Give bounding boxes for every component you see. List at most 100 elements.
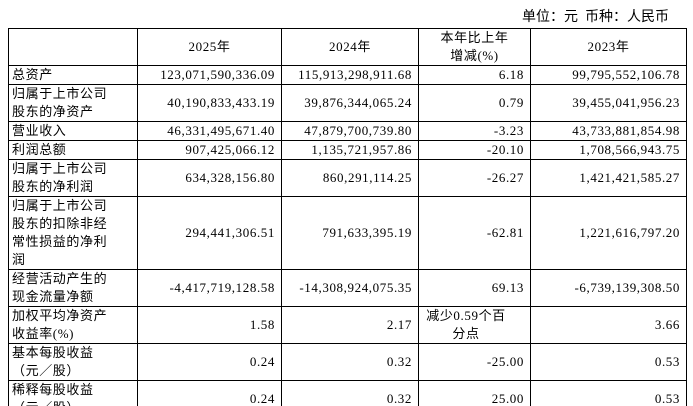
row-label: 经营活动产生的现金流量净额 — [8, 269, 138, 307]
row-label: 基本每股收益（元／股） — [8, 343, 138, 381]
cell-value: 6.18 — [418, 65, 531, 85]
table-row: 归属于上市公司股东的扣除非经常性损益的净利润 294,441,306.51 791,… — [8, 196, 687, 270]
column-header-text: 2024年 — [329, 39, 371, 54]
cell-text: 634,328,156.80 — [185, 170, 275, 185]
cell-value: 0.32 — [281, 380, 419, 406]
cell-value: 2.17 — [281, 306, 419, 344]
cell-value: 0.53 — [530, 343, 687, 381]
row-label-text: 加权平均净资产收益率(%) — [12, 308, 108, 341]
cell-value: 43,733,881,854.98 — [530, 121, 687, 141]
cell-text: 47,879,700,739.80 — [304, 123, 412, 138]
cell-text: 99,795,552,106.78 — [572, 67, 680, 82]
cell-text: 1,421,421,585.27 — [579, 170, 680, 185]
cell-text: -20.10 — [486, 142, 524, 157]
row-label: 稀释每股收益（元／股） — [8, 380, 138, 406]
cell-text: 2.17 — [386, 317, 412, 332]
table-row: 经营活动产生的现金流量净额 -4,417,719,128.58 -14,308,92… — [8, 269, 687, 307]
cell-value: 0.24 — [137, 380, 282, 406]
cell-text: 0.53 — [654, 391, 680, 406]
row-label-text: 归属于上市公司股东的净资产 — [12, 86, 108, 119]
cell-value: -6,739,139,308.50 — [530, 269, 687, 307]
cell-text: 0.24 — [249, 354, 275, 369]
cell-value: -3.23 — [418, 121, 531, 141]
row-label-text: 总资产 — [12, 67, 53, 82]
table-row: 加权平均净资产收益率(%) 1.58 2.17 减少0.59个百分点 3.66 — [8, 306, 687, 344]
unit-note: 单位：元 币种：人民币 — [522, 10, 669, 25]
cell-value: 99,795,552,106.78 — [530, 65, 687, 85]
cell-value: 0.53 — [530, 380, 687, 406]
row-label: 归属于上市公司股东的净利润 — [8, 159, 138, 197]
cell-text: 25.00 — [491, 391, 524, 406]
cell-value: 3.66 — [530, 306, 687, 344]
cell-value: -62.81 — [418, 196, 531, 270]
row-label-text: 稀释每股收益（元／股） — [12, 382, 94, 406]
row-label-text: 归属于上市公司股东的净利润 — [12, 161, 108, 194]
cell-text: 907,425,066.12 — [185, 142, 275, 157]
row-label-text: 基本每股收益（元／股） — [12, 345, 94, 378]
cell-text: 69.13 — [491, 280, 524, 295]
table-row: 基本每股收益（元／股） 0.24 0.32 -25.00 0.53 — [8, 343, 687, 381]
cell-text: 1,708,566,943.75 — [579, 142, 680, 157]
cell-value: 69.13 — [418, 269, 531, 307]
table-row: 归属于上市公司股东的净利润 634,328,156.80 860,291,114.2… — [8, 159, 687, 197]
cell-text: 43,733,881,854.98 — [572, 123, 680, 138]
cell-text: 0.32 — [386, 391, 412, 406]
cell-text: 3.66 — [654, 317, 680, 332]
row-label: 营业收入 — [8, 121, 138, 141]
cell-text: -3.23 — [493, 123, 524, 138]
cell-text: 1,135,721,957.86 — [311, 142, 412, 157]
cell-value: 减少0.59个百分点 — [418, 306, 531, 344]
cell-text: 791,633,395.19 — [322, 225, 412, 240]
cell-text: -14,308,924,075.35 — [299, 280, 412, 295]
table-row: 稀释每股收益（元／股） 0.24 0.32 25.00 0.53 — [8, 380, 687, 406]
cell-value: 40,190,833,433.19 — [137, 84, 282, 122]
column-header: 2025年 — [137, 28, 282, 66]
table-body: 总资产 123,071,590,336.09 115,913,298,911.68 6… — [8, 65, 687, 406]
cell-value: 0.79 — [418, 84, 531, 122]
cell-text: -4,417,719,128.58 — [169, 280, 275, 295]
cell-value: 1,421,421,585.27 — [530, 159, 687, 197]
cell-text: 115,913,298,911.68 — [298, 67, 412, 82]
header-row: 2025年 2024年 本年比上年增减(%) 2023年 — [8, 28, 687, 66]
cell-value: 860,291,114.25 — [281, 159, 419, 197]
cell-value: -20.10 — [418, 140, 531, 160]
cell-text: 46,331,495,671.40 — [167, 123, 275, 138]
cell-value: 0.24 — [137, 343, 282, 381]
row-label-text: 归属于上市公司股东的扣除非经常性损益的净利润 — [12, 198, 108, 267]
column-header: 2024年 — [281, 28, 419, 66]
cell-value: 0.32 — [281, 343, 419, 381]
column-header-text: 本年比上年增减(%) — [440, 30, 509, 63]
cell-text: -26.27 — [486, 170, 524, 185]
cell-text: -25.00 — [486, 354, 524, 369]
cell-text: 6.18 — [498, 67, 524, 82]
cell-text: -6,739,139,308.50 — [574, 280, 680, 295]
column-header: 本年比上年增减(%) — [418, 28, 531, 66]
row-label: 加权平均净资产收益率(%) — [8, 306, 138, 344]
row-label: 归属于上市公司股东的净资产 — [8, 84, 138, 122]
cell-value: -26.27 — [418, 159, 531, 197]
row-label-text: 营业收入 — [12, 123, 67, 138]
row-label: 利润总额 — [8, 140, 138, 160]
cell-text: 294,441,306.51 — [185, 225, 275, 240]
cell-value: 1,221,616,797.20 — [530, 196, 687, 270]
cell-value: 791,633,395.19 — [281, 196, 419, 270]
cell-value: 634,328,156.80 — [137, 159, 282, 197]
table-row: 总资产 123,071,590,336.09 115,913,298,911.68 6… — [8, 65, 687, 85]
financial-table: 2025年 2024年 本年比上年增减(%) 2023年 总资产 123,071,590… — [8, 28, 687, 406]
cell-value: 1,708,566,943.75 — [530, 140, 687, 160]
cell-value: -25.00 — [418, 343, 531, 381]
row-label-text: 经营活动产生的现金流量净额 — [12, 271, 108, 304]
cell-text: 减少0.59个百分点 — [426, 308, 506, 341]
cell-text: 0.53 — [654, 354, 680, 369]
table-row: 营业收入 46,331,495,671.40 47,879,700,739.80 -3… — [8, 121, 687, 141]
cell-text: 39,876,344,065.24 — [304, 95, 412, 110]
cell-text: 0.24 — [249, 391, 275, 406]
column-header-text: 2025年 — [188, 39, 231, 54]
column-header-text: 2023年 — [587, 39, 630, 54]
column-header: 2023年 — [530, 28, 687, 66]
cell-text: 860,291,114.25 — [322, 170, 412, 185]
cell-value: 25.00 — [418, 380, 531, 406]
table-row: 归属于上市公司股东的净资产 40,190,833,433.19 39,876,344… — [8, 84, 687, 122]
cell-value: 1.58 — [137, 306, 282, 344]
cell-text: 39,455,041,956.23 — [572, 95, 680, 110]
